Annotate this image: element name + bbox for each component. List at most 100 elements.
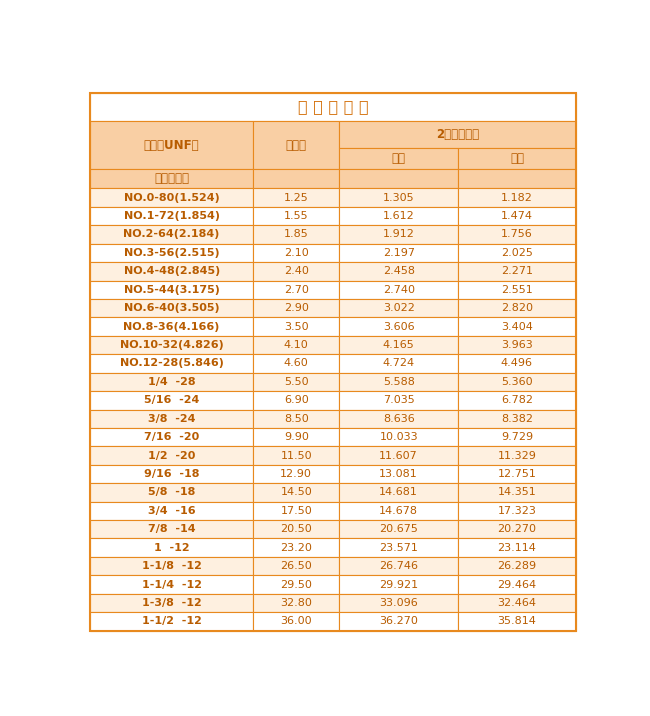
Text: NO.2-64(2.184): NO.2-64(2.184) (124, 229, 220, 239)
Text: 2.197: 2.197 (383, 248, 415, 258)
Text: 3.963: 3.963 (501, 340, 533, 350)
Text: 9.90: 9.90 (284, 432, 309, 442)
Bar (90, 520, 253, 538)
Bar (458, 446, 576, 465)
Bar (339, 207, 458, 226)
Bar (253, 502, 339, 520)
Text: 5.360: 5.360 (501, 377, 533, 387)
Bar (458, 299, 576, 317)
Bar (90, 317, 253, 336)
Bar (339, 281, 458, 299)
Text: 14.351: 14.351 (497, 488, 536, 498)
Bar (339, 612, 458, 631)
Text: 最大: 最大 (392, 153, 406, 165)
Text: 11.329: 11.329 (497, 450, 536, 460)
Bar (90, 92, 576, 121)
Bar (339, 557, 458, 576)
Bar (253, 207, 339, 226)
Text: 1-1/4  -12: 1-1/4 -12 (142, 579, 202, 589)
Bar (339, 121, 576, 148)
Text: 2.820: 2.820 (501, 303, 533, 313)
Bar (90, 262, 253, 281)
Text: 35.814: 35.814 (497, 616, 536, 626)
Bar (90, 226, 253, 243)
Bar (339, 410, 458, 428)
Bar (458, 243, 576, 262)
Bar (458, 169, 576, 188)
Text: 26.746: 26.746 (379, 561, 418, 571)
Bar (90, 410, 253, 428)
Bar (458, 428, 576, 446)
Bar (458, 281, 576, 299)
Text: NO.1-72(1.854): NO.1-72(1.854) (124, 211, 220, 221)
Text: NO.8-36(4.166): NO.8-36(4.166) (124, 321, 220, 332)
Bar (90, 243, 253, 262)
Bar (339, 391, 458, 410)
Text: 3.404: 3.404 (501, 321, 533, 332)
Text: 1-1/8  -12: 1-1/8 -12 (142, 561, 202, 571)
Bar (458, 557, 576, 576)
Text: 1.182: 1.182 (501, 193, 533, 203)
Bar (253, 372, 339, 391)
Text: 3/8  -24: 3/8 -24 (148, 414, 196, 424)
Bar (253, 121, 339, 169)
Bar (339, 226, 458, 243)
Bar (90, 281, 253, 299)
Bar (458, 336, 576, 354)
Bar (339, 428, 458, 446)
Text: 5/16  -24: 5/16 -24 (144, 395, 200, 405)
Text: 1.474: 1.474 (501, 211, 533, 221)
Bar (458, 262, 576, 281)
Bar (253, 428, 339, 446)
Bar (458, 612, 576, 631)
Text: NO.4-48(2.845): NO.4-48(2.845) (124, 266, 220, 276)
Text: 1.756: 1.756 (501, 229, 533, 239)
Text: 4.496: 4.496 (501, 359, 533, 369)
Bar (253, 262, 339, 281)
Bar (90, 188, 253, 207)
Bar (90, 391, 253, 410)
Bar (339, 465, 458, 483)
Text: 11.607: 11.607 (380, 450, 418, 460)
Text: 番数牙外径: 番数牙外径 (154, 173, 189, 185)
Bar (253, 317, 339, 336)
Text: 10.033: 10.033 (380, 432, 418, 442)
Bar (253, 188, 339, 207)
Bar (339, 594, 458, 612)
Text: 1.25: 1.25 (284, 193, 309, 203)
Text: 32.80: 32.80 (280, 598, 312, 608)
Text: 36.270: 36.270 (379, 616, 418, 626)
Text: 14.681: 14.681 (379, 488, 418, 498)
Bar (90, 207, 253, 226)
Bar (90, 121, 253, 169)
Text: 3/4  -16: 3/4 -16 (148, 505, 196, 516)
Text: 12.751: 12.751 (497, 469, 536, 479)
Text: 13.081: 13.081 (380, 469, 418, 479)
Text: 3.022: 3.022 (383, 303, 415, 313)
Text: 4.724: 4.724 (383, 359, 415, 369)
Text: 17.323: 17.323 (497, 505, 536, 516)
Bar (90, 557, 253, 576)
Bar (339, 483, 458, 502)
Bar (253, 538, 339, 557)
Bar (458, 188, 576, 207)
Bar (339, 169, 458, 188)
Text: 23.20: 23.20 (280, 543, 312, 553)
Bar (339, 317, 458, 336)
Text: 20.675: 20.675 (379, 524, 418, 534)
Text: 美 制 细 螺 纹: 美 制 细 螺 纹 (298, 100, 369, 115)
Bar (90, 483, 253, 502)
Bar (90, 538, 253, 557)
Bar (253, 169, 339, 188)
Text: 9.729: 9.729 (501, 432, 533, 442)
Bar (339, 243, 458, 262)
Bar (458, 226, 576, 243)
Text: 23.571: 23.571 (379, 543, 418, 553)
Text: 3.50: 3.50 (284, 321, 309, 332)
Bar (339, 262, 458, 281)
Bar (253, 354, 339, 372)
Text: 最小: 最小 (510, 153, 524, 165)
Bar (253, 226, 339, 243)
Text: 26.50: 26.50 (280, 561, 312, 571)
Bar (253, 465, 339, 483)
